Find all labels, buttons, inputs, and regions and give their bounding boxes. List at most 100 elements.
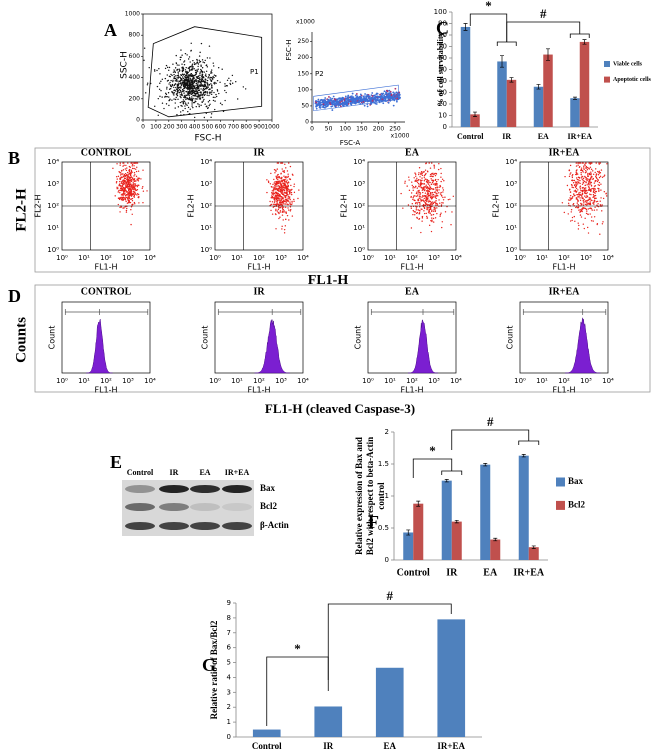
event-dot (419, 194, 421, 196)
event-dot (329, 97, 332, 99)
event-dot (290, 203, 293, 206)
event-dot (587, 175, 589, 177)
event-dot (184, 74, 187, 77)
event-dot (425, 186, 427, 188)
event-dot (129, 183, 131, 186)
event-dot (281, 162, 284, 164)
event-dot (125, 185, 127, 187)
event-dot (587, 174, 589, 176)
event-dot (119, 171, 121, 174)
event-dot (577, 228, 580, 230)
event-dot (436, 203, 438, 205)
event-dot (584, 164, 586, 167)
event-dot (185, 90, 188, 93)
event-dot (374, 96, 377, 98)
event-dot (417, 201, 419, 204)
event-dot (583, 202, 585, 204)
event-dot (210, 70, 212, 73)
event-dot (280, 162, 282, 164)
event-dot (410, 205, 412, 208)
event-dot (131, 163, 134, 166)
event-dot (582, 199, 584, 202)
event-dot (210, 76, 213, 79)
event-dot (573, 195, 575, 197)
event-dot (174, 80, 177, 82)
event-dot (167, 92, 170, 94)
event-dot (350, 98, 353, 100)
event-dot (394, 87, 397, 90)
event-dot (408, 179, 410, 181)
gate (147, 26, 263, 118)
event-dot (124, 195, 127, 197)
event-dot (185, 94, 188, 97)
event-dot (439, 186, 442, 188)
x-tick-label: 10⁰ (209, 254, 221, 262)
event-dot (429, 203, 432, 205)
event-dot (135, 180, 137, 182)
event-dot (275, 213, 277, 216)
event-dot (203, 62, 206, 64)
event-dot (173, 92, 176, 94)
axis-label: FL2-H (13, 188, 29, 232)
event-dot (190, 98, 193, 100)
event-dot (180, 49, 182, 51)
event-dot (184, 69, 187, 71)
event-dot (179, 69, 181, 72)
y-tick-label: 1 (385, 492, 389, 500)
event-dot (450, 224, 452, 226)
event-dot (585, 162, 587, 164)
event-dot (427, 187, 429, 189)
event-dot (402, 207, 404, 209)
event-dot (412, 189, 414, 191)
event-dot (345, 104, 348, 107)
event-dot (570, 208, 573, 211)
event-dot (586, 226, 589, 229)
event-dot (166, 86, 168, 88)
event-dot (426, 203, 428, 206)
x-axis-label: FSC-H (194, 134, 221, 144)
event-dot (175, 86, 177, 89)
event-dot (434, 217, 437, 219)
event-dot (122, 192, 125, 195)
significance-bracket (451, 429, 540, 450)
event-dot (429, 189, 431, 191)
y-tick-label: 100 (298, 86, 310, 93)
event-dot (599, 233, 601, 235)
event-dot (590, 175, 593, 177)
event-dot (119, 211, 121, 213)
event-dot (194, 98, 196, 100)
y-tick-label: 9 (227, 599, 231, 607)
event-dot (282, 219, 284, 221)
event-dot (584, 176, 586, 178)
event-dot (204, 81, 207, 83)
event-dot (130, 198, 132, 201)
event-dot (587, 213, 589, 216)
event-dot (423, 176, 426, 178)
event-dot (133, 185, 135, 187)
event-dot (154, 105, 156, 108)
event-dot (319, 102, 322, 104)
event-dot (444, 211, 447, 213)
event-dot (184, 85, 187, 87)
event-dot (285, 218, 287, 221)
event-dot (598, 184, 601, 187)
x-tick-label: 10¹ (78, 254, 90, 262)
x-tick-label: 10² (100, 377, 112, 385)
event-dot (427, 171, 429, 173)
event-dot (192, 106, 194, 109)
event-dot (439, 215, 441, 217)
x-tick-label: 150 (356, 126, 368, 133)
event-dot (193, 63, 196, 66)
event-dot (594, 206, 596, 208)
event-dot (112, 167, 114, 170)
event-dot (285, 181, 288, 183)
legend-swatch (604, 61, 610, 67)
event-dot (605, 192, 607, 195)
event-dot (435, 200, 437, 202)
event-dot (216, 79, 219, 82)
event-dot (185, 71, 187, 73)
event-dot (429, 195, 432, 197)
bar (543, 54, 553, 127)
event-dot (286, 179, 288, 181)
event-dot (420, 231, 422, 234)
